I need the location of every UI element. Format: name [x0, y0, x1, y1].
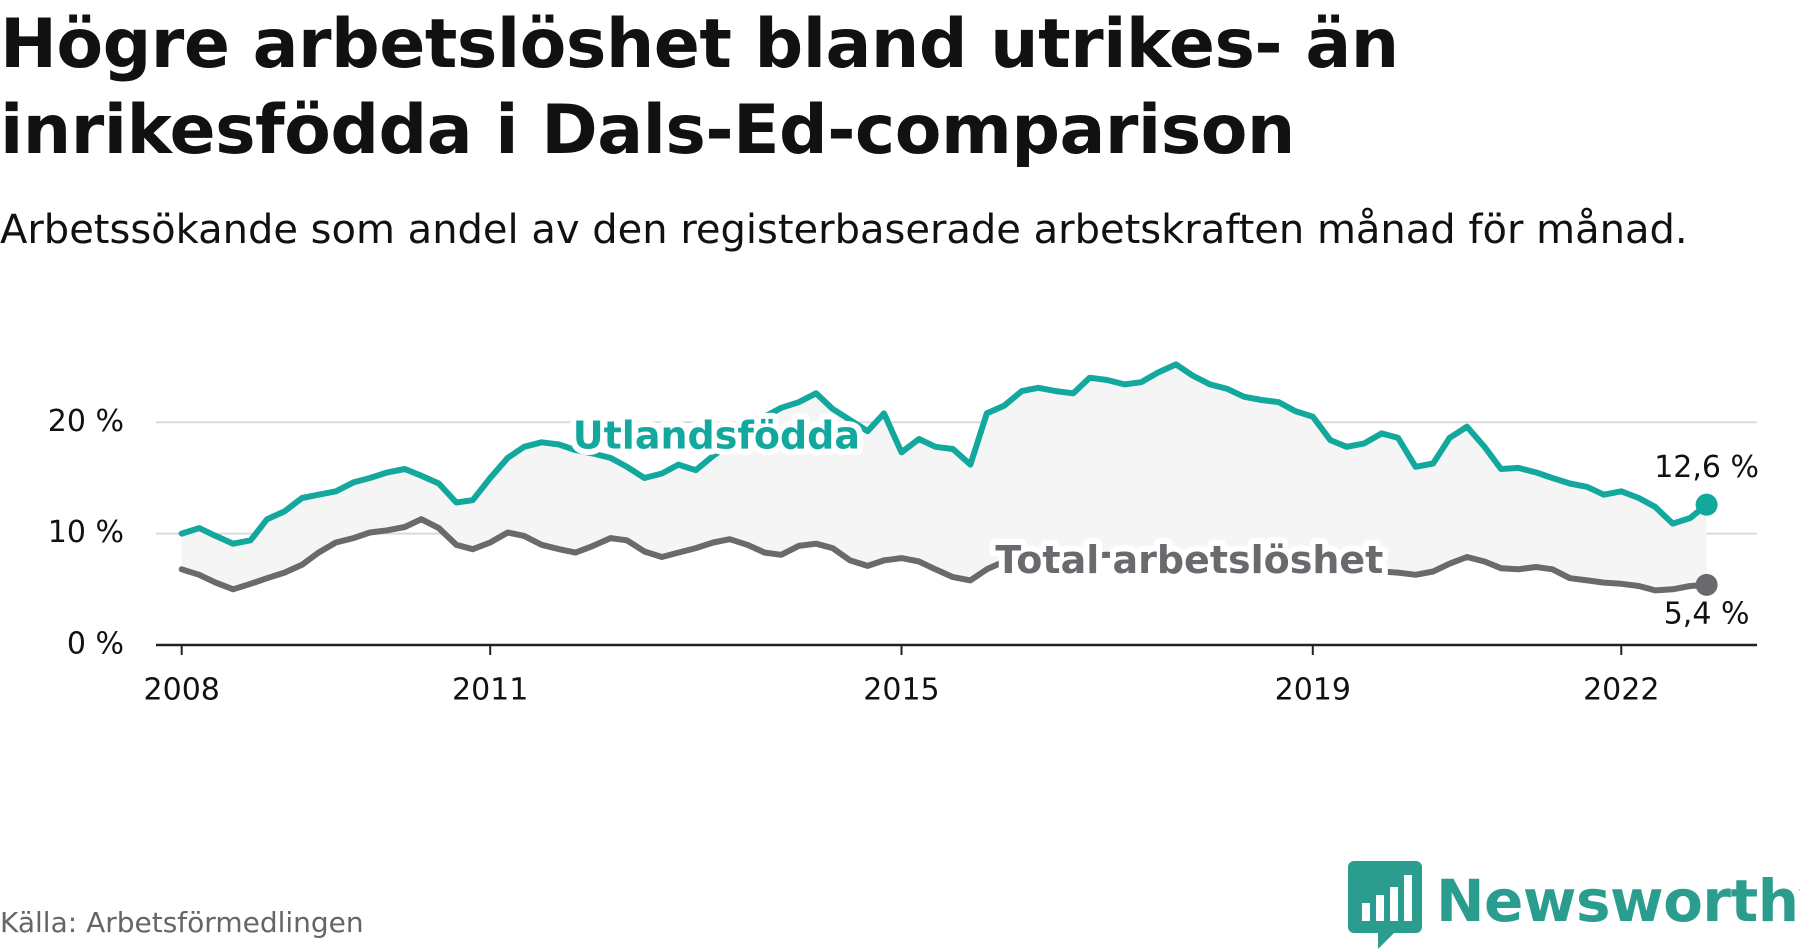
chart-subtitle: Arbetssökande som andel av den registerb…	[0, 207, 1688, 253]
x-tick-label: 2022	[1583, 673, 1659, 708]
end-marker-utlandsfodda	[1695, 493, 1718, 516]
series-label-utlandsfodda-halo: Utlandsfödda	[573, 413, 860, 457]
x-tick-label: 2008	[144, 673, 220, 708]
brand: Newsworthy	[1348, 860, 1800, 950]
series-label-total-halo: Total arbetslöshet	[995, 538, 1383, 582]
x-tick-label: 2015	[863, 673, 939, 708]
y-tick-label: 0 %	[67, 627, 124, 662]
newsworthy-logo-icon	[1348, 861, 1422, 949]
x-tick-label: 2011	[452, 673, 528, 708]
end-label-total: 5,4 %	[1664, 596, 1750, 631]
source-note: Källa: Arbetsförmedlingen	[0, 906, 364, 939]
chart-title: Högre arbetslöshet bland utrikes- än inr…	[0, 5, 1399, 170]
x-tick-label: 2019	[1275, 673, 1351, 708]
y-tick-label: 10 %	[48, 515, 124, 550]
y-tick-label: 20 %	[48, 404, 124, 439]
series-label-total: Total arbetslöshet	[995, 538, 1383, 582]
series-label-utlandsfodda: Utlandsfödda	[573, 413, 860, 457]
series-line-total	[178, 516, 1710, 594]
series-line-utlandsfodda	[178, 361, 1710, 547]
brand-name: Newsworthy	[1436, 867, 1800, 935]
end-label-utlandsfodda: 12,6 %	[1654, 450, 1759, 485]
series-gap-band	[181, 364, 1707, 591]
end-marker-total	[1695, 573, 1718, 596]
